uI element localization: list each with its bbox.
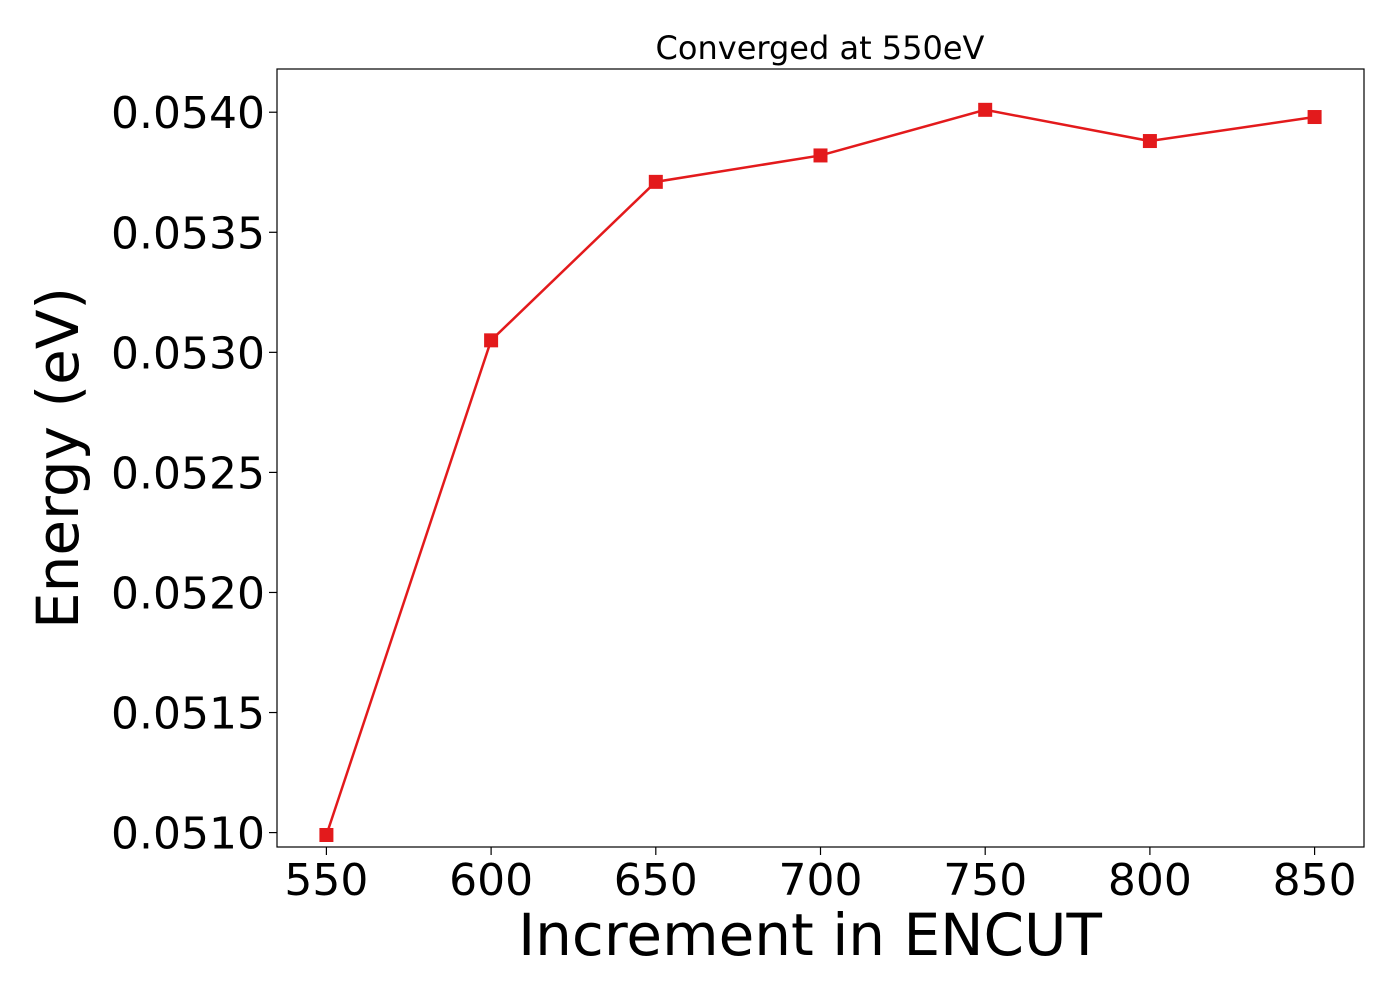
y-tick-label: 0.0515 [111,689,265,740]
series-layer [319,102,1322,842]
x-tick-label: 650 [614,855,698,906]
y-axis: 0.0510 0.0515 0.0520 0.0525 0.0530 0.0535 0.05… [111,88,277,860]
x-tick-label: 600 [449,855,533,906]
plot-frame [276,68,1365,848]
y-axis-label: Energy (eV) [24,287,92,629]
x-tick-label: 750 [943,855,1027,906]
y-tick-label: 0.0530 [111,328,265,379]
x-axis-label: Increment in ENCUT [518,901,1102,969]
data-point [484,333,499,348]
x-tick-label: 800 [1108,855,1192,906]
data-point [813,148,828,163]
data-point [1307,110,1322,125]
y-tick-label: 0.0525 [111,448,265,499]
data-point [319,827,334,842]
y-tick-label: 0.0520 [111,568,265,619]
y-tick-label: 0.0540 [111,88,265,139]
x-tick-label: 850 [1273,855,1357,906]
x-tick-label: 550 [284,855,368,906]
x-tick-label: 700 [779,855,863,906]
data-point [978,102,993,117]
x-axis: 550 600 650 700 750 800 850 [284,847,1357,906]
chart-title: Converged at 550eV [656,29,985,67]
data-point [1142,134,1157,149]
series-line [325,108,1315,836]
data-point [648,174,663,189]
y-tick-label: 0.0535 [111,208,265,259]
y-tick-label: 0.0510 [111,809,265,860]
